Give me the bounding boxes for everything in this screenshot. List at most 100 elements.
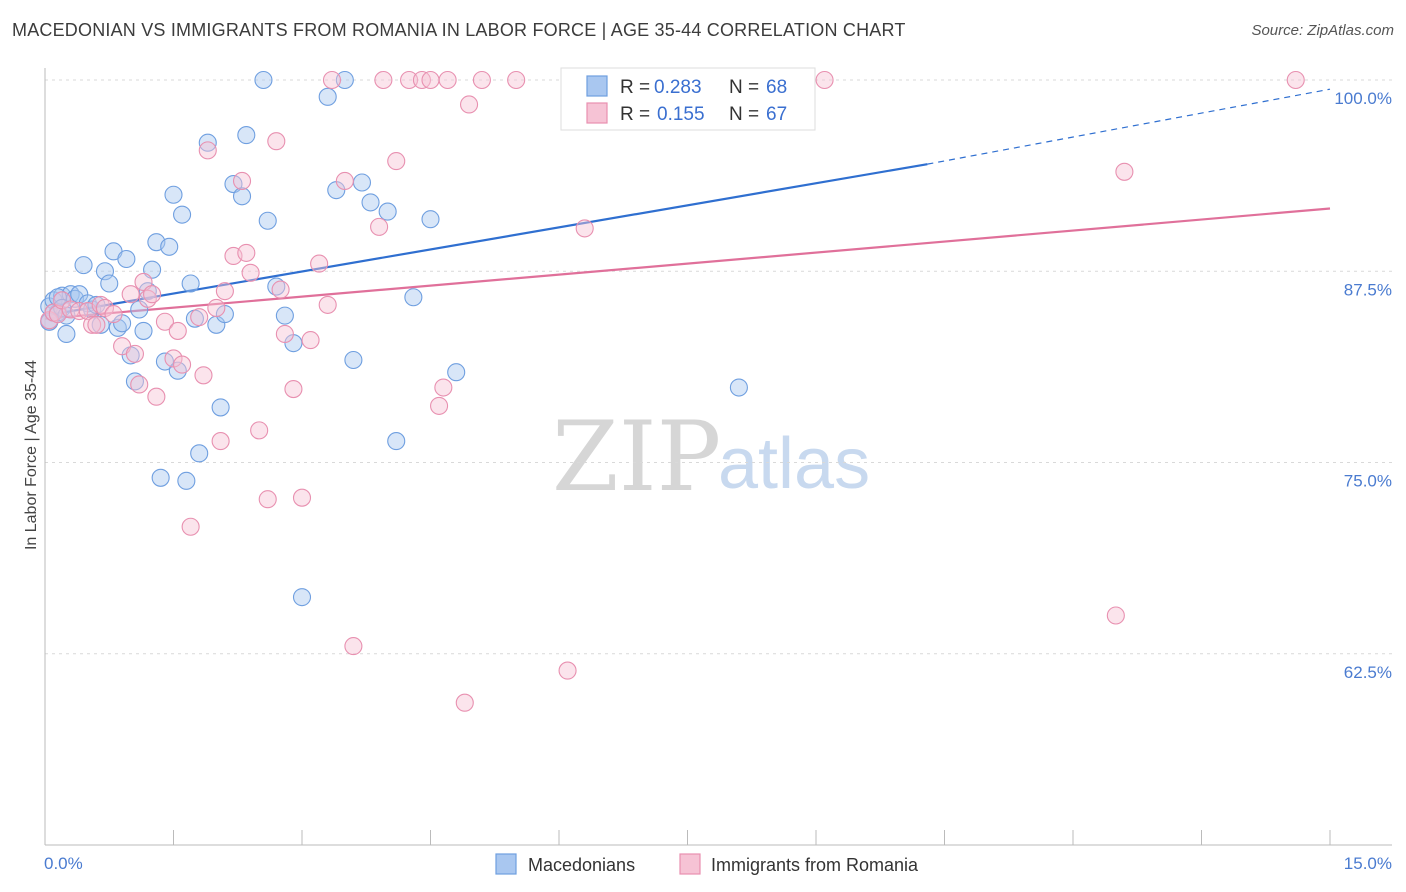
point-romania: [130, 375, 149, 394]
point-romania: [387, 152, 406, 171]
point-romania: [335, 171, 354, 191]
point-romania: [438, 70, 457, 90]
point-macedonians: [100, 274, 119, 293]
point-romania: [301, 331, 320, 350]
point-macedonians: [211, 398, 230, 417]
y-tick-label: 87.5%: [1344, 280, 1392, 299]
point-romania: [455, 693, 474, 712]
point-romania: [125, 344, 144, 363]
point-romania: [190, 308, 209, 327]
grid: [45, 79, 1392, 655]
point-macedonians: [729, 378, 748, 397]
legend-label-macedonians: Macedonians: [528, 855, 635, 875]
point-romania: [421, 70, 440, 90]
point-macedonians: [335, 70, 354, 90]
point-romania: [83, 315, 102, 334]
point-macedonians: [421, 210, 440, 229]
point-romania: [318, 295, 337, 314]
point-macedonians: [232, 187, 252, 206]
stats-n-label-macedonians: N =: [729, 77, 759, 98]
x-tick-max: 15.0%: [1344, 854, 1392, 873]
point-romania: [271, 280, 290, 299]
y-tick-label: 75.0%: [1344, 472, 1392, 491]
point-macedonians: [57, 324, 76, 344]
watermark-atlas: atlas: [718, 424, 870, 504]
legend-swatch-macedonians: [495, 853, 517, 875]
y-axis-label: In Labor Force | Age 35-44: [23, 360, 40, 550]
stats-r-label-romania: R =: [620, 104, 650, 125]
point-romania: [310, 254, 329, 273]
y-tick-label: 62.5%: [1344, 663, 1392, 682]
point-romania: [258, 490, 277, 509]
point-macedonians: [173, 205, 192, 224]
trend-lines: [44, 88, 1331, 320]
point-romania: [1286, 70, 1305, 90]
point-macedonians: [258, 211, 277, 230]
point-macedonians: [447, 363, 466, 382]
stats-r-romania: 0.155: [657, 104, 705, 125]
point-romania: [134, 272, 153, 292]
point-macedonians: [177, 471, 196, 490]
point-romania: [275, 324, 294, 344]
point-macedonians: [387, 432, 406, 451]
point-romania: [400, 70, 419, 90]
point-romania: [430, 396, 449, 415]
point-romania: [168, 321, 187, 340]
point-romania: [198, 141, 217, 160]
point-macedonians: [318, 87, 337, 106]
point-romania: [472, 70, 491, 90]
point-macedonians: [378, 202, 397, 221]
point-macedonians: [117, 249, 136, 269]
point-romania: [173, 355, 192, 374]
point-romania: [181, 517, 200, 536]
point-romania: [237, 243, 256, 262]
stats-box: R = 0.283 N = 68 R = 0.155 N = 67: [560, 67, 816, 131]
point-romania: [815, 70, 834, 90]
point-romania: [1106, 606, 1125, 625]
point-macedonians: [151, 468, 170, 487]
stats-swatch-macedonians: [586, 75, 608, 97]
point-romania: [1115, 162, 1134, 181]
point-romania: [575, 219, 594, 238]
stats-n-macedonians: 68: [766, 77, 787, 98]
point-macedonians: [254, 70, 273, 90]
point-romania: [558, 661, 577, 680]
point-romania: [215, 282, 234, 301]
trend-line-dashed-0: [927, 88, 1331, 165]
trend-line-0: [44, 163, 928, 317]
point-romania: [232, 171, 252, 191]
point-macedonians: [134, 321, 153, 340]
point-romania: [87, 315, 106, 334]
point-macedonians: [352, 173, 372, 192]
x-tick-min: 0.0%: [44, 854, 83, 873]
point-romania: [507, 70, 526, 90]
point-macedonians: [143, 260, 162, 279]
legend-label-romania: Immigrants from Romania: [711, 855, 919, 875]
point-romania: [292, 488, 312, 507]
point-romania: [241, 263, 260, 282]
point-macedonians: [275, 306, 294, 325]
point-macedonians: [237, 126, 256, 145]
stats-r-macedonians: 0.283: [654, 77, 702, 98]
stats-n-romania: 67: [766, 104, 787, 125]
data-points: [40, 70, 1305, 712]
stats-swatch-romania: [586, 102, 608, 124]
point-romania: [250, 421, 269, 440]
y-ticks: 100.0% 87.5% 75.0% 62.5%: [1334, 89, 1392, 682]
point-romania: [344, 637, 363, 656]
point-romania: [459, 95, 479, 114]
point-romania: [143, 285, 162, 304]
point-macedonians: [164, 185, 183, 204]
watermark-zip: ZIP: [552, 401, 721, 513]
legend-swatch-romania: [679, 853, 701, 875]
point-romania: [147, 387, 166, 406]
point-romania: [207, 298, 226, 318]
point-romania: [374, 70, 393, 90]
point-romania: [104, 305, 123, 324]
point-macedonians: [74, 256, 93, 275]
stats-r-label-macedonians: R =: [620, 77, 650, 98]
point-macedonians: [198, 133, 217, 152]
chart-title: MACEDONIAN VS IMMIGRANTS FROM ROMANIA IN…: [12, 20, 906, 40]
point-romania: [155, 312, 174, 331]
legend: Macedonians Immigrants from Romania: [495, 853, 919, 875]
